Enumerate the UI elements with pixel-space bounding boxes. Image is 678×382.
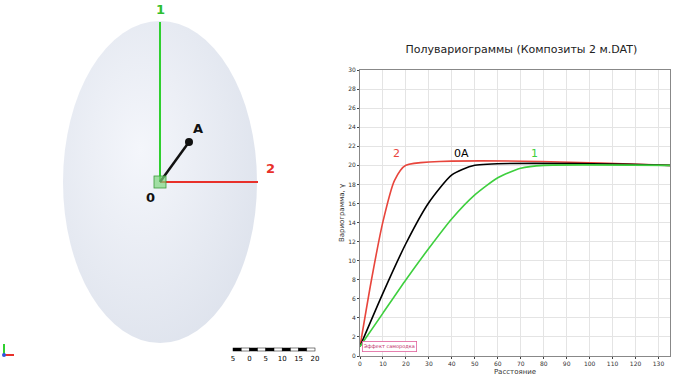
svg-text:110: 110 [607,360,619,367]
svg-text:70: 70 [517,360,525,367]
svg-text:2: 2 [266,161,275,176]
svg-text:26: 26 [348,104,356,111]
svg-text:20: 20 [311,355,320,363]
svg-text:2: 2 [352,333,356,340]
svg-text:120: 120 [630,360,642,367]
svg-text:10: 10 [348,257,356,264]
svg-text:14: 14 [348,219,356,226]
svg-text:80: 80 [540,360,548,367]
svg-text:0: 0 [352,352,356,359]
svg-text:90: 90 [563,360,571,367]
svg-text:12: 12 [348,238,356,245]
svg-text:4: 4 [352,314,356,321]
svg-text:40: 40 [448,360,456,367]
svg-text:10: 10 [278,355,287,363]
svg-text:60: 60 [494,360,502,367]
svg-text:18: 18 [348,181,356,188]
svg-text:1: 1 [531,147,538,160]
svg-text:0: 0 [247,355,251,363]
svg-text:30: 30 [425,360,433,367]
svg-text:0: 0 [146,190,155,205]
svg-text:20: 20 [348,161,356,168]
svg-text:24: 24 [348,123,356,130]
svg-text:8: 8 [352,276,356,283]
svg-text:10: 10 [379,360,387,367]
svg-text:Вариограмма, γ: Вариограмма, γ [338,184,346,242]
svg-text:20: 20 [402,360,410,367]
svg-text:Расстояние: Расстояние [494,368,536,376]
svg-text:22: 22 [348,142,356,149]
svg-text:15: 15 [294,355,303,363]
svg-text:1: 1 [156,2,165,17]
svg-text:2: 2 [393,147,400,160]
svg-text:5: 5 [264,355,268,363]
svg-text:30: 30 [348,66,356,73]
svg-text:0: 0 [358,360,362,367]
svg-text:A: A [193,121,203,136]
svg-text:0A: 0A [454,147,469,160]
svg-text:Полувариограммы (Композиты 2 м: Полувариограммы (Композиты 2 м.DAT) [406,43,638,56]
svg-text:5: 5 [231,355,235,363]
svg-text:6: 6 [352,295,356,302]
svg-text:50: 50 [471,360,479,367]
svg-text:130: 130 [653,360,665,367]
svg-text:16: 16 [348,200,356,207]
svg-text:Эффект самородка: Эффект самородка [364,343,415,350]
svg-text:100: 100 [584,360,596,367]
svg-text:28: 28 [348,85,356,92]
